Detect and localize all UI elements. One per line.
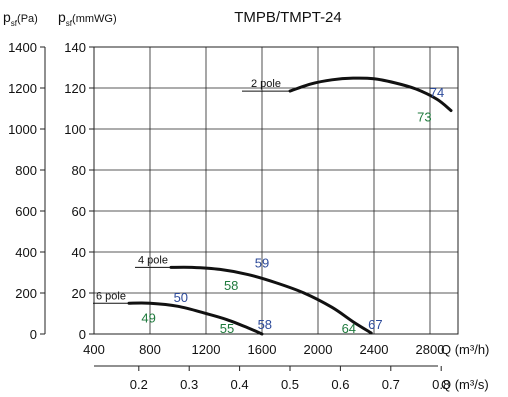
x2-tick-label: 0.3 bbox=[180, 377, 198, 392]
grid bbox=[93, 46, 459, 335]
labels: 2 pole 4 pole 6 pole 74 73 59 58 50 49 58 55 67 64 bbox=[93, 78, 444, 336]
y-mmwg-axis-label: psf(mmWG) bbox=[58, 9, 117, 28]
y-mmwg-tick-label: 20 bbox=[72, 286, 86, 301]
axes: 400 800 1200 1600 2000 2400 2800 0 0 200 20 400 40 60… bbox=[3, 9, 489, 392]
y-mmwg-tick-label: 100 bbox=[64, 122, 86, 137]
x2-tick-label: 0.6 bbox=[331, 377, 349, 392]
sound-level-label: 59 bbox=[255, 255, 269, 270]
sound-level-label: 49 bbox=[141, 311, 155, 326]
y-pa-axis-label: psf(Pa) bbox=[3, 9, 38, 28]
y-pa-tick-label: 400 bbox=[15, 245, 37, 260]
x2-tick-label: 0.5 bbox=[281, 377, 299, 392]
curve-4-pole bbox=[169, 265, 373, 335]
y-pa-tick-label: 200 bbox=[15, 286, 37, 301]
curve-2-pole bbox=[288, 76, 453, 113]
x-axis-label-m3h: Q (m³/h) bbox=[441, 342, 489, 357]
curve-6-pole bbox=[127, 301, 264, 336]
sound-level-label: 67 bbox=[368, 317, 382, 332]
y-pa-tick-label: 600 bbox=[15, 204, 37, 219]
x-tick-label: 800 bbox=[139, 342, 161, 357]
y-mmwg-tick-label: 120 bbox=[64, 81, 86, 96]
y-pa-tick-label: 1200 bbox=[8, 81, 37, 96]
x-tick-label: 1200 bbox=[192, 342, 221, 357]
x-tick-label: 400 bbox=[83, 342, 105, 357]
sound-level-label: 73 bbox=[417, 110, 431, 125]
sound-level-label: 58 bbox=[258, 317, 272, 332]
y-mmwg-tick-label: 140 bbox=[64, 40, 86, 55]
sound-level-label: 64 bbox=[342, 321, 356, 336]
y-pa-tick-label: 1000 bbox=[8, 122, 37, 137]
y-pa-tick-label: 800 bbox=[15, 163, 37, 178]
chart-title: TMPB/TMPT-24 bbox=[234, 9, 342, 26]
x2-tick-label: 0.8 bbox=[432, 377, 450, 392]
sound-level-label: 74 bbox=[430, 85, 444, 100]
x-tick-label: 2400 bbox=[360, 342, 389, 357]
x2-tick-label: 0.2 bbox=[130, 377, 148, 392]
plot-frame bbox=[93, 46, 459, 335]
y-mmwg-tick-label: 80 bbox=[72, 163, 86, 178]
y-mmwg-tick-label: 0 bbox=[79, 327, 86, 342]
x2-tick-label: 0.7 bbox=[382, 377, 400, 392]
curves bbox=[127, 76, 453, 336]
sound-level-label: 55 bbox=[220, 321, 234, 336]
x-axis-label-m3s: Q (m³/s) bbox=[441, 377, 489, 392]
y-pa-tick-label: 0 bbox=[30, 327, 37, 342]
x-tick-label: 2000 bbox=[304, 342, 333, 357]
x2-tick-label: 0.4 bbox=[231, 377, 249, 392]
x-tick-label: 2800 bbox=[416, 342, 445, 357]
x-tick-label: 1600 bbox=[248, 342, 277, 357]
y-mmwg-tick-label: 40 bbox=[72, 245, 86, 260]
series-label: 2 pole bbox=[251, 78, 281, 90]
sound-level-label: 58 bbox=[224, 278, 238, 293]
y-mmwg-tick-label: 60 bbox=[72, 204, 86, 219]
y-pa-tick-label: 1400 bbox=[8, 40, 37, 55]
series-label: 6 pole bbox=[96, 290, 126, 302]
sound-level-label: 50 bbox=[174, 290, 188, 305]
series-label: 4 pole bbox=[138, 254, 168, 266]
